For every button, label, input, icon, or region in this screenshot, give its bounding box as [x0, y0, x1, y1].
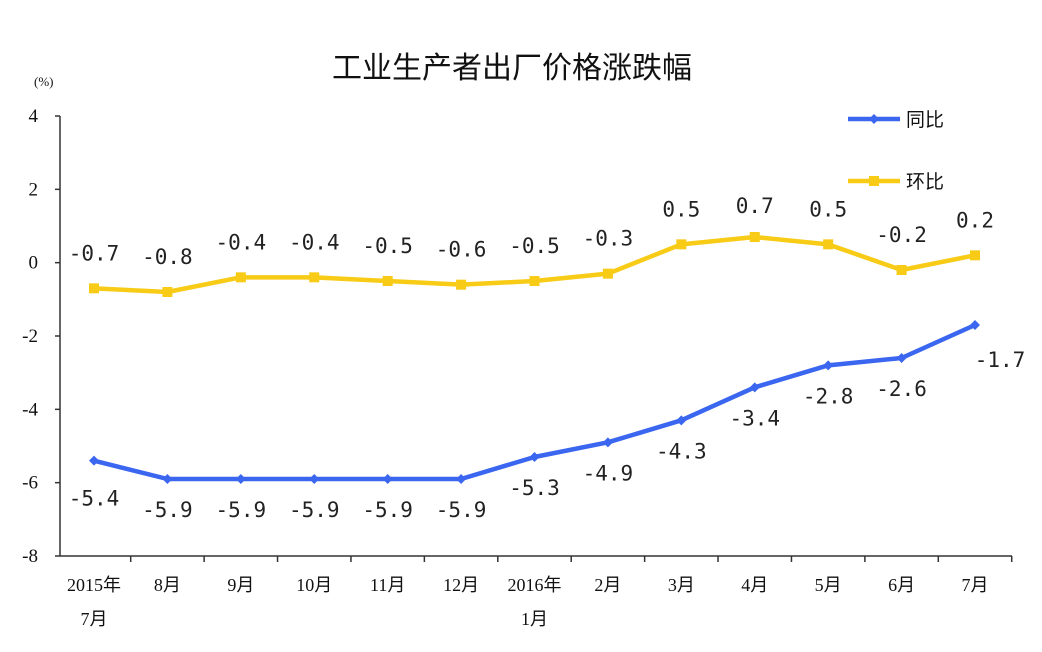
data-point	[382, 474, 393, 484]
data-label: -0.4	[216, 230, 267, 254]
data-label: -0.8	[142, 245, 193, 269]
x-tick-label-line: 12月	[443, 575, 479, 595]
x-tick-label: 2月	[594, 575, 621, 595]
data-label: -5.9	[216, 498, 267, 522]
data-point	[749, 382, 760, 393]
data-point	[456, 279, 467, 290]
data-point	[823, 360, 834, 371]
x-tick-label: 5月	[815, 575, 842, 595]
data-point	[162, 287, 173, 297]
legend-marker	[869, 176, 879, 186]
data-label: -2.8	[803, 384, 854, 408]
x-tick-label-line: 8月	[154, 575, 181, 595]
y-unit-label: (%)	[34, 74, 54, 89]
data-point	[676, 415, 687, 426]
data-label: -4.3	[656, 439, 707, 463]
x-tick-label: 7月	[962, 575, 989, 595]
data-point	[970, 320, 980, 330]
data-label: -5.9	[362, 498, 413, 522]
x-tick-label-line: 5月	[815, 575, 842, 595]
data-point	[309, 474, 320, 484]
y-tick-label: 2	[29, 179, 39, 200]
data-point	[529, 452, 540, 462]
data-point	[749, 232, 760, 242]
data-label: -0.3	[583, 227, 634, 251]
x-tick-label: 10月	[296, 575, 332, 595]
data-point	[89, 283, 99, 294]
y-tick-label: -6	[22, 473, 38, 494]
data-label: -1.7	[975, 348, 1026, 372]
data-label: 0.5	[662, 197, 700, 221]
data-label: -0.2	[876, 223, 927, 247]
legend-marker	[869, 114, 879, 124]
data-point	[89, 455, 99, 466]
data-label: -5.3	[509, 476, 560, 500]
x-tick-label: 2015年 7月	[67, 575, 121, 629]
x-tick-label-line: 11月	[370, 575, 405, 595]
data-label: -0.6	[436, 238, 487, 262]
x-tick-label: 3月	[668, 575, 695, 595]
data-label: -5.4	[69, 487, 120, 511]
y-tick-label: -4	[22, 399, 38, 420]
data-point	[235, 474, 246, 484]
x-tick-label-line: 2015年	[67, 575, 121, 595]
data-point	[529, 276, 540, 286]
data-point	[162, 474, 173, 484]
x-tick-label-line: 9月	[227, 575, 254, 595]
data-label: -0.5	[362, 234, 413, 258]
data-label: -4.9	[583, 461, 634, 485]
x-tick-label: 2016年 1月	[508, 575, 562, 629]
data-label: 0.2	[956, 208, 994, 232]
x-tick-label-line: 2月	[594, 575, 621, 595]
legend-label-2: 环比	[906, 171, 944, 193]
y-axis-ticks: 4 2 0 -2 -4 -6 -8	[22, 106, 60, 567]
data-label: 0.7	[736, 194, 774, 218]
data-point	[309, 272, 320, 283]
data-label: -5.9	[289, 498, 340, 522]
series-layer	[89, 232, 980, 484]
data-point	[823, 239, 834, 250]
x-tick-label-line: 6月	[888, 575, 915, 595]
x-tick-label: 12月	[443, 575, 479, 595]
x-tick-label-line: 3月	[668, 575, 695, 595]
data-point	[235, 272, 246, 283]
data-point	[970, 250, 980, 261]
data-label: 0.5	[809, 197, 847, 221]
data-point	[456, 474, 467, 484]
x-tick-label: 6月	[888, 575, 915, 595]
data-point	[896, 353, 907, 363]
x-tick-label-line: 2016年	[508, 575, 562, 595]
y-tick-label: 0	[29, 253, 39, 274]
x-tick-label: 9月	[227, 575, 254, 595]
chart-title: 工业生产者出厂价格涨跌幅	[332, 51, 692, 86]
y-tick-label: 4	[29, 106, 39, 127]
x-tick-label-line: 1月	[521, 609, 548, 629]
legend-label-1: 同比	[906, 109, 944, 131]
data-point	[896, 265, 907, 275]
x-tick-label-line: 7月	[962, 575, 989, 595]
x-tick-label: 11月	[370, 575, 405, 595]
y-tick-label: -2	[22, 326, 38, 347]
x-tick-label-line: 4月	[741, 575, 768, 595]
data-label: -2.6	[876, 377, 927, 401]
x-tick-label-line: 10月	[296, 575, 332, 595]
x-tick-label: 8月	[154, 575, 181, 595]
data-label: -5.9	[436, 498, 487, 522]
y-tick-label: -8	[22, 546, 38, 567]
data-point	[382, 276, 393, 286]
data-point	[602, 268, 613, 279]
data-label: -3.4	[729, 406, 780, 430]
x-tick-label-line: 7月	[81, 609, 108, 629]
data-label: -0.4	[289, 230, 340, 254]
data-label: -5.9	[142, 498, 193, 522]
x-tick-label: 4月	[741, 575, 768, 595]
data-point	[602, 437, 613, 448]
data-label: -0.7	[69, 241, 120, 265]
data-point	[676, 239, 687, 250]
data-label: -0.5	[509, 234, 560, 258]
x-axis-ticks: 2015年 7月 8月 9月 10月 11月 12月 2016年 1月 2月 3月 4月 5月 6月 7月	[67, 556, 1013, 629]
data-labels-layer: -5.4 -5.9 -5.9 -5.9 -5.9 -5.9 -5.3 -4.9 -4.3 -3.4…	[69, 194, 1026, 522]
